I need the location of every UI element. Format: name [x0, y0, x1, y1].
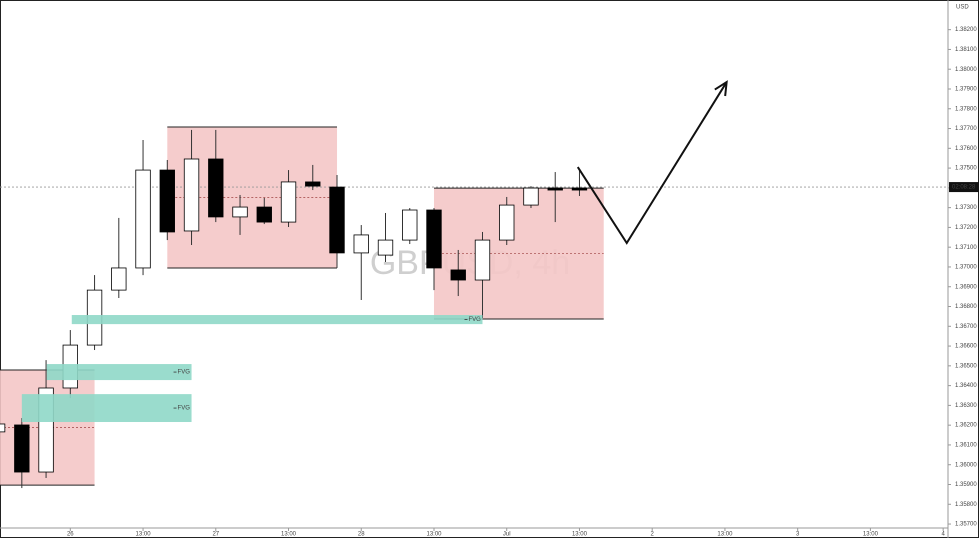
price-label-bg: [949, 182, 979, 193]
projection-arrow: [576, 81, 728, 245]
y-tick-label: 1.36900: [955, 284, 977, 290]
candle-body: [135, 169, 151, 269]
y-tick-label: 1.35900: [955, 482, 977, 488]
x-tick-label: 26: [67, 532, 74, 538]
fvg-zone: [46, 364, 192, 381]
fvg-zone: [71, 315, 483, 325]
candle-body: [377, 239, 394, 256]
y-tick-label: 1.36300: [955, 403, 977, 409]
candle-body: [14, 424, 30, 473]
arrow-head: [714, 80, 728, 97]
candle-body: [353, 234, 369, 254]
candle-body: [499, 204, 515, 241]
y-tick-label: 1.36400: [955, 383, 977, 389]
candle-body: [402, 209, 418, 241]
candle-body: [450, 269, 466, 281]
candle-body: [547, 187, 563, 191]
y-tick-label: 1.37100: [955, 245, 977, 251]
x-tick-label: 28: [358, 532, 365, 538]
price-label: 02:08:28: [952, 185, 976, 191]
candle-body: [305, 181, 321, 187]
y-tick-label: 1.37000: [955, 265, 977, 271]
x-tick-label: 13:00: [281, 532, 297, 538]
fvg-label: FVG: [178, 406, 191, 412]
candle-body: [183, 158, 200, 232]
x-tick-label: 13:00: [863, 532, 879, 538]
y-tick-label: 1.37300: [955, 205, 977, 211]
y-tick-label: 1.37200: [955, 225, 977, 231]
candle-body: [256, 206, 272, 223]
y-tick-label: 1.36700: [955, 324, 977, 330]
candle-body: [280, 181, 297, 223]
y-tick-label: 1.36000: [955, 462, 977, 468]
fvg-label: FVG: [468, 317, 481, 323]
candle-body: [159, 169, 175, 233]
candle-body: [232, 206, 248, 218]
candle-body: [0, 423, 6, 433]
y-tick-label: 1.35700: [955, 522, 977, 528]
x-tick-label: 27: [212, 532, 219, 538]
candle-body: [329, 186, 345, 254]
y-tick-label: 1.38000: [955, 67, 977, 73]
y-tick-label: 1.36100: [955, 443, 977, 449]
y-tick-label: 1.36600: [955, 344, 977, 350]
y-tick-label: 1.36500: [955, 363, 977, 369]
x-tick-label: 4: [941, 532, 945, 538]
x-tick-label: 13:00: [572, 532, 588, 538]
y-tick-label: 1.35800: [955, 502, 977, 508]
y-tick-label: 1.36200: [955, 423, 977, 429]
candle-body: [111, 267, 127, 291]
fvg-zone: [21, 394, 192, 423]
candle-body: [474, 239, 491, 281]
candle-body: [571, 187, 588, 191]
y-tick-label: 1.37800: [955, 106, 977, 112]
x-tick-label: 2: [651, 532, 655, 538]
x-tick-label: 3: [796, 532, 800, 538]
candle-body: [426, 209, 442, 269]
y-tick-label: 1.37900: [955, 87, 977, 93]
y-tick-label: 1.37500: [955, 166, 977, 172]
y-tick-label: 1.36800: [955, 304, 977, 310]
y-tick-label: 1.37700: [955, 126, 977, 132]
y-tick-label: 1.37600: [955, 146, 977, 152]
x-tick-label: 13:00: [426, 532, 442, 538]
y-tick-label: 1.38100: [955, 47, 977, 53]
candle-body: [523, 187, 539, 206]
candle-body: [208, 158, 224, 218]
fvg-label: FVG: [178, 370, 191, 376]
x-tick-label: 13:00: [717, 532, 733, 538]
x-tick-label: Jul: [503, 532, 511, 538]
x-tick-label: 13:00: [136, 532, 152, 538]
currency-label: USD: [956, 5, 969, 11]
y-tick-label: 1.38200: [955, 27, 977, 33]
